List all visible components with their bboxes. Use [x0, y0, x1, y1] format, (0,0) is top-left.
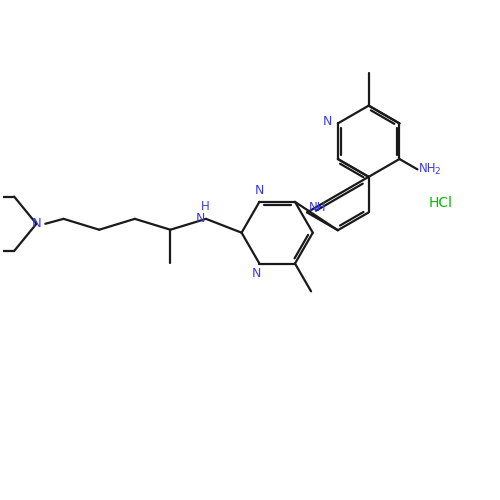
Text: H: H: [200, 200, 209, 213]
Text: NH: NH: [419, 162, 436, 175]
Text: N: N: [252, 268, 262, 280]
Text: N: N: [196, 212, 205, 225]
Text: N: N: [254, 184, 264, 197]
Text: NH: NH: [308, 200, 326, 213]
Text: 2: 2: [434, 167, 440, 176]
Text: HCl: HCl: [428, 196, 452, 210]
Text: N: N: [32, 218, 42, 230]
Text: N: N: [322, 115, 332, 128]
